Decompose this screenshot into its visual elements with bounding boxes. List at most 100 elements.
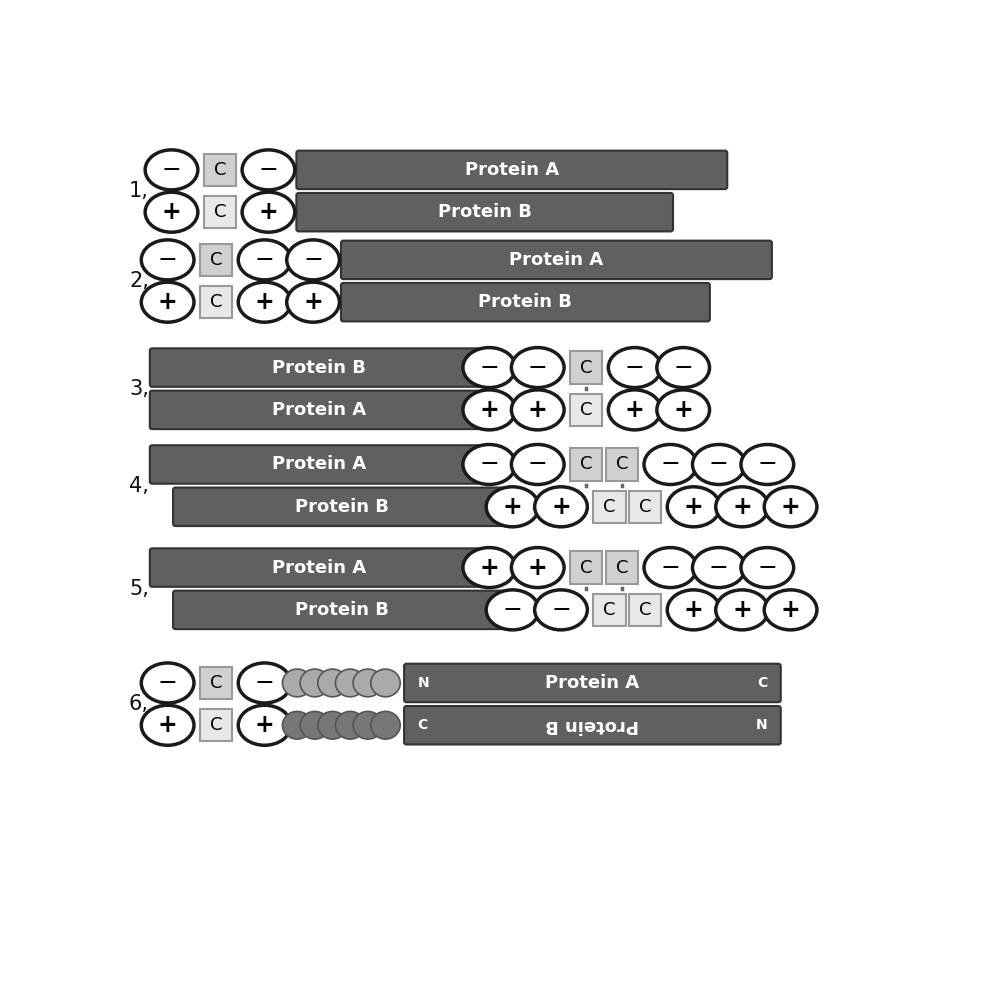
Ellipse shape <box>242 192 295 232</box>
Text: C: C <box>214 161 226 179</box>
FancyBboxPatch shape <box>341 283 710 322</box>
Text: −: − <box>551 597 571 622</box>
Ellipse shape <box>141 282 194 323</box>
Ellipse shape <box>335 711 365 739</box>
Text: +: + <box>158 290 178 315</box>
Ellipse shape <box>741 547 794 587</box>
FancyBboxPatch shape <box>173 488 511 526</box>
Text: +: + <box>732 495 752 518</box>
FancyBboxPatch shape <box>570 551 602 583</box>
Text: C: C <box>214 203 226 221</box>
FancyBboxPatch shape <box>404 706 781 744</box>
Text: C: C <box>580 456 592 474</box>
Ellipse shape <box>511 445 564 485</box>
Text: Protein A: Protein A <box>465 161 559 179</box>
Text: C: C <box>603 498 616 515</box>
FancyBboxPatch shape <box>200 709 232 741</box>
Text: C: C <box>580 359 592 377</box>
Ellipse shape <box>657 390 710 430</box>
Text: Protein A: Protein A <box>272 456 366 474</box>
Ellipse shape <box>145 150 198 190</box>
Ellipse shape <box>486 487 539 526</box>
Ellipse shape <box>371 669 400 697</box>
Text: +: + <box>625 398 645 422</box>
Text: C: C <box>616 456 628 474</box>
Ellipse shape <box>145 192 198 232</box>
FancyBboxPatch shape <box>204 154 236 186</box>
Ellipse shape <box>371 711 400 739</box>
Text: +: + <box>528 555 548 579</box>
Ellipse shape <box>644 547 697 587</box>
Text: −: − <box>479 453 499 477</box>
FancyBboxPatch shape <box>204 196 236 229</box>
Ellipse shape <box>667 487 720 526</box>
Text: −: − <box>709 555 729 579</box>
Ellipse shape <box>608 348 661 388</box>
Ellipse shape <box>692 547 745 587</box>
Text: −: − <box>528 356 548 380</box>
Text: +: + <box>259 200 278 224</box>
Text: +: + <box>255 713 274 737</box>
Ellipse shape <box>511 547 564 587</box>
Ellipse shape <box>657 348 710 388</box>
FancyBboxPatch shape <box>404 663 781 702</box>
FancyBboxPatch shape <box>150 548 488 586</box>
Ellipse shape <box>353 711 383 739</box>
Ellipse shape <box>238 705 291 745</box>
Ellipse shape <box>716 589 768 630</box>
Text: +: + <box>684 597 703 622</box>
Ellipse shape <box>318 669 347 697</box>
FancyBboxPatch shape <box>296 151 727 189</box>
FancyBboxPatch shape <box>341 241 772 279</box>
Ellipse shape <box>692 445 745 485</box>
Text: Protein A: Protein A <box>272 558 366 576</box>
Text: C: C <box>210 293 222 311</box>
FancyBboxPatch shape <box>570 394 602 426</box>
Text: C: C <box>210 674 222 692</box>
FancyBboxPatch shape <box>606 449 638 481</box>
Text: C: C <box>757 676 768 690</box>
Text: −: − <box>660 555 680 579</box>
Text: −: − <box>158 671 178 695</box>
Text: C: C <box>580 558 592 576</box>
Text: Protein B: Protein B <box>545 716 639 734</box>
Text: N: N <box>756 718 768 732</box>
Text: Protein B: Protein B <box>478 293 572 311</box>
Text: +: + <box>303 290 323 315</box>
Ellipse shape <box>238 282 291 323</box>
Text: −: − <box>479 356 499 380</box>
Text: C: C <box>639 600 651 618</box>
Ellipse shape <box>282 711 312 739</box>
FancyBboxPatch shape <box>570 352 602 384</box>
Text: 1,: 1, <box>129 181 149 201</box>
Ellipse shape <box>353 669 383 697</box>
Text: Protein B: Protein B <box>295 498 389 515</box>
FancyBboxPatch shape <box>629 593 661 626</box>
Ellipse shape <box>535 487 587 526</box>
Text: +: + <box>479 398 499 422</box>
Ellipse shape <box>764 589 817 630</box>
Ellipse shape <box>300 669 330 697</box>
Text: +: + <box>551 495 571 518</box>
Ellipse shape <box>511 390 564 430</box>
Text: −: − <box>757 453 777 477</box>
Text: Protein B: Protein B <box>438 203 532 221</box>
Text: C: C <box>417 718 428 732</box>
Text: C: C <box>639 498 651 515</box>
Text: −: − <box>259 158 278 182</box>
Text: C: C <box>210 251 222 269</box>
Ellipse shape <box>644 445 697 485</box>
FancyBboxPatch shape <box>150 349 488 387</box>
Text: +: + <box>503 495 522 518</box>
Text: N: N <box>417 676 429 690</box>
Ellipse shape <box>463 348 516 388</box>
FancyBboxPatch shape <box>593 593 626 626</box>
Text: C: C <box>616 558 628 576</box>
Text: +: + <box>684 495 703 518</box>
Ellipse shape <box>511 348 564 388</box>
Text: 6,: 6, <box>129 694 149 714</box>
Ellipse shape <box>141 663 194 703</box>
Text: 4,: 4, <box>129 476 149 496</box>
Text: −: − <box>673 356 693 380</box>
FancyBboxPatch shape <box>200 666 232 699</box>
